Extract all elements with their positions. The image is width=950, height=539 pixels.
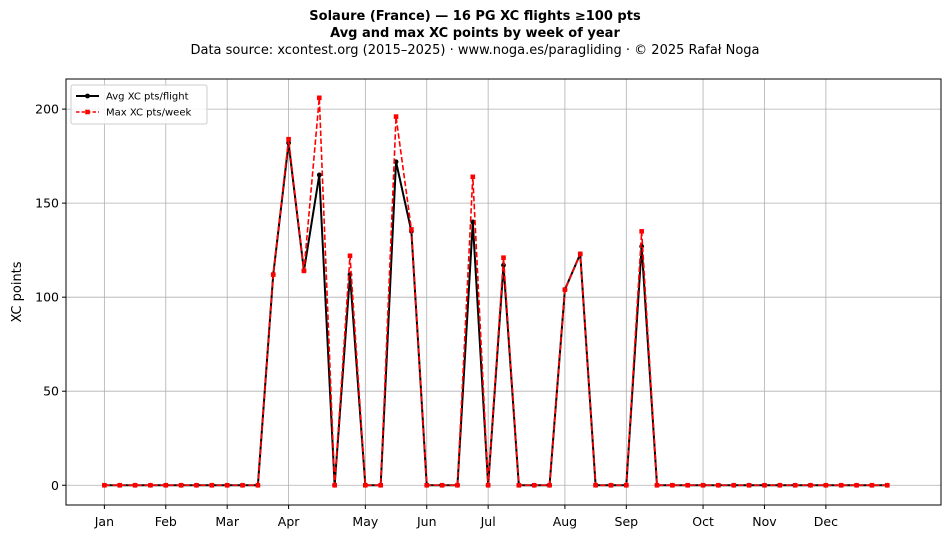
data-point [332,482,337,488]
data-point [547,482,552,488]
y-tick-label: 100 [35,290,59,305]
legend-marker [85,93,90,99]
chart-subtitle: Data source: xcontest.org (2015–2025) · … [190,43,760,58]
data-point [378,482,383,488]
data-point [270,272,276,277]
data-point [470,219,476,225]
grid [66,79,941,505]
data-point [439,482,445,488]
data-point [393,114,399,119]
data-point [762,482,767,488]
series-line [104,97,888,487]
x-tick-label: Oct [692,514,714,529]
data-point [455,482,460,488]
data-point [224,482,230,488]
data-point [516,482,522,488]
x-tick-label: Nov [752,514,777,529]
data-point [485,482,491,488]
x-tick-label: May [352,514,378,529]
data-point [255,482,261,488]
chart-title-2: Avg and max XC points by week of year [330,26,620,41]
data-point [838,482,844,488]
legend-marker [85,109,90,115]
y-tick-label: 0 [51,478,59,493]
data-point [746,482,752,488]
x-tick-label: Dec [814,514,838,529]
plot-frame [65,78,942,506]
data-point [562,287,568,292]
x-tick-label: Aug [553,514,577,529]
x-tick-label: Apr [278,514,300,529]
data-point [194,482,199,488]
x-tick-label: Jun [416,514,437,529]
data-point [363,482,368,488]
data-point [577,251,583,257]
x-tick-label: Sep [615,514,639,529]
data-point [670,482,675,488]
tick-layer: 0 50 100 150 200 Jan Feb Mar Apr May Jun Jul Aug Sep O… [35,102,838,529]
data-point [884,482,890,488]
x-tick-label: Jan [94,514,114,529]
data-point [163,482,169,488]
data-point [777,482,783,488]
data-point [117,482,123,488]
data-point [148,482,153,488]
data-point [823,482,829,488]
chart-title: Solaure (France) — 16 PG XC flights ≥100… [309,9,641,24]
data-point [132,482,138,488]
data-point [501,255,506,260]
data-point [286,136,291,142]
data-point [854,482,859,488]
series-layer [101,95,890,488]
x-tick-label: Jul [480,514,496,529]
x-tick-label: Feb [155,514,177,529]
data-point [178,482,184,488]
data-point [608,482,614,488]
data-point [731,482,737,488]
data-point [808,482,813,488]
data-point [316,95,322,101]
data-point [301,268,307,274]
data-point [531,482,537,488]
series-line [104,141,888,487]
legend-box [70,84,208,125]
y-tick-label: 150 [35,196,59,211]
data-point [424,482,430,488]
data-point [654,482,660,488]
data-point [792,482,798,488]
data-point [316,172,322,178]
data-point [700,482,706,488]
data-point [209,482,215,488]
data-point [716,482,721,488]
data-point [624,482,629,488]
data-point [869,482,875,488]
data-point [347,253,353,259]
x-tick-label: Mar [215,514,239,529]
y-tick-label: 200 [35,102,59,117]
data-point [409,227,414,232]
data-point [240,482,245,488]
legend: Avg XC pts/flight Max XC pts/week [70,84,208,125]
legend-label: Avg XC pts/flight [106,92,189,103]
data-point [685,482,691,488]
data-point [470,174,476,180]
legend-label: Max XC pts/week [106,108,191,119]
chart-titles: Solaure (France) — 16 PG XC flights ≥100… [0,8,950,59]
y-axis-label: XC points [10,261,25,322]
y-tick-label: 50 [43,384,59,399]
data-point [593,482,598,488]
data-point [102,482,107,488]
data-point [639,229,644,234]
